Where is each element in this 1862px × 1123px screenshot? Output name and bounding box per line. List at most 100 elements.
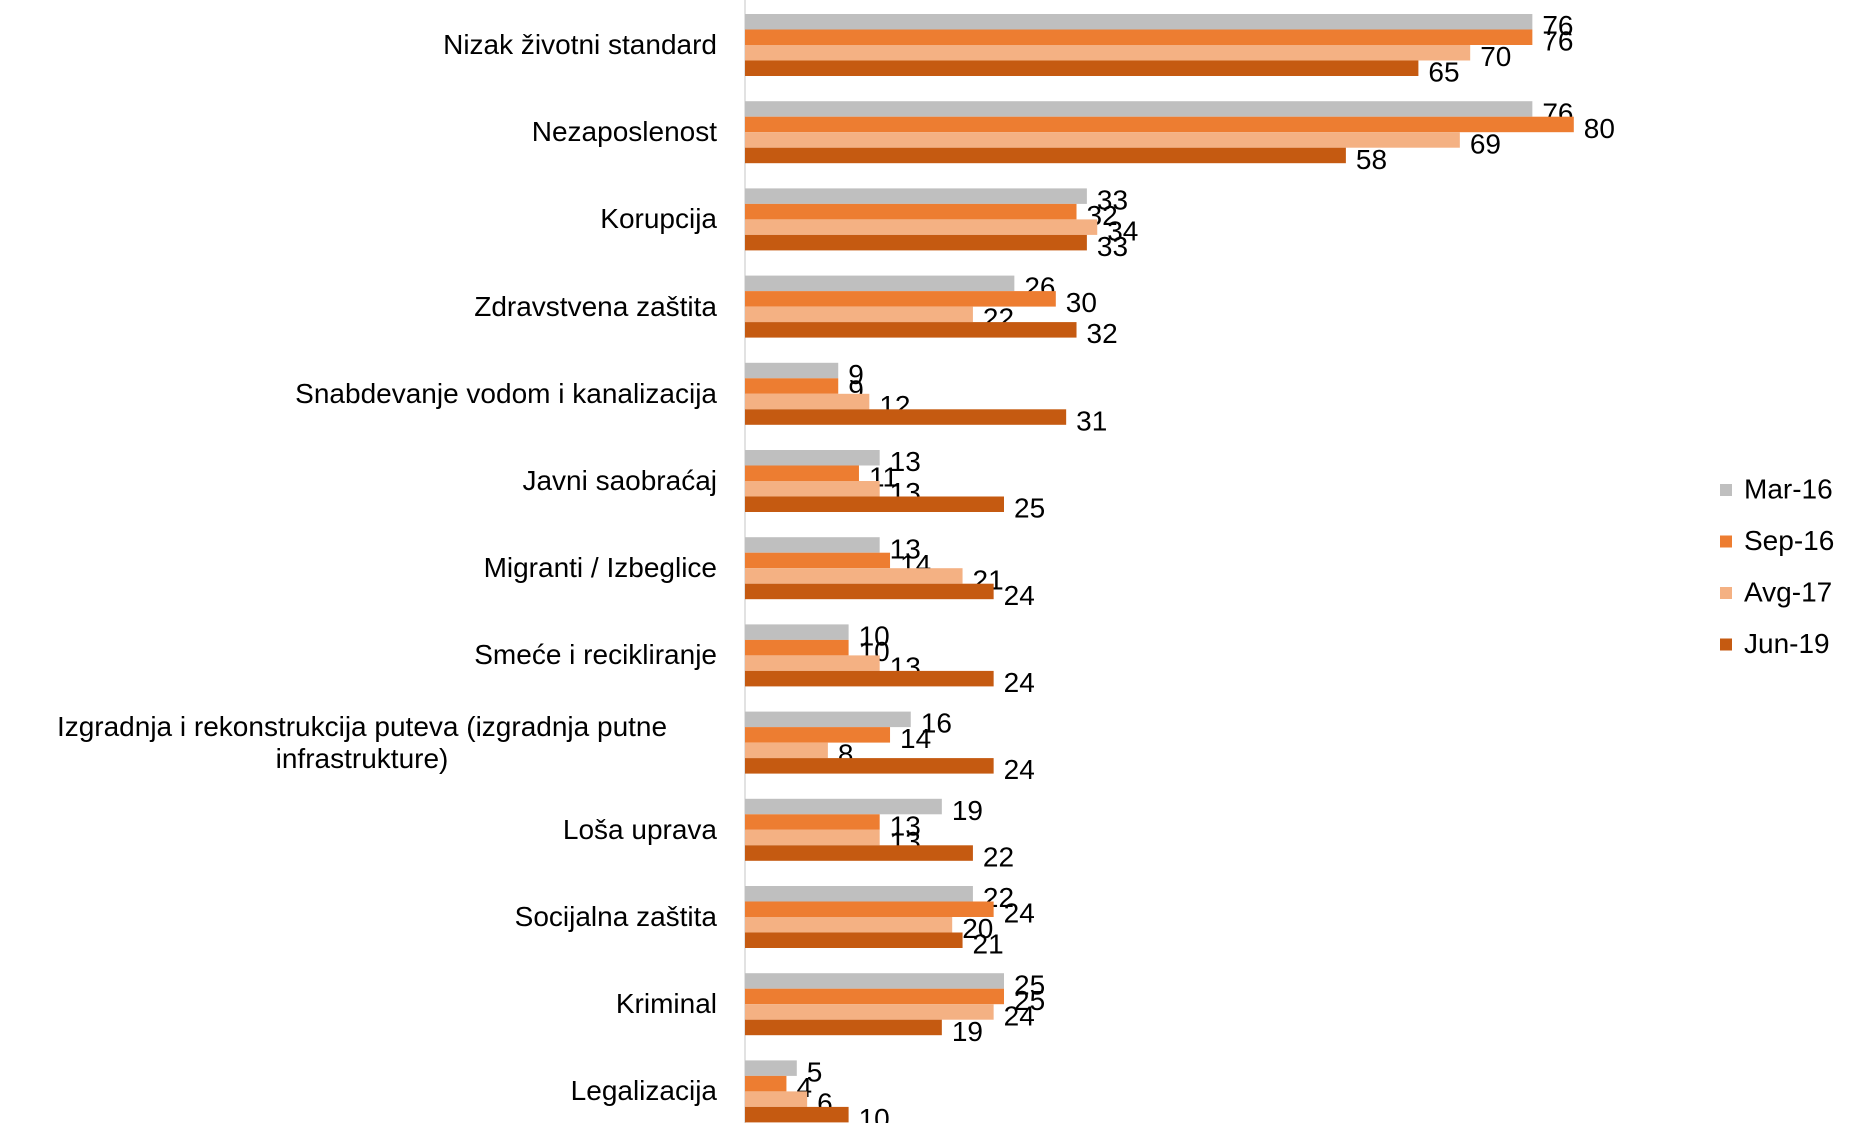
- bar: [745, 624, 849, 640]
- category-label-box: Socijalna zaštita: [7, 901, 717, 933]
- bar: [745, 101, 1533, 117]
- bar: [745, 60, 1419, 76]
- bar: [745, 932, 963, 948]
- bar: [745, 322, 1077, 338]
- bar: [745, 203, 1077, 220]
- category-label-box: Migranti / Izbeglice: [7, 552, 717, 584]
- bar: [745, 537, 880, 553]
- legend-swatch: [1720, 638, 1732, 651]
- bar: [745, 219, 1098, 235]
- value-label: 24: [1004, 667, 1035, 698]
- value-label: 30: [1066, 287, 1097, 318]
- category-label-box: Smeće i recikliranje: [7, 639, 717, 671]
- category-label-box: Zdravstvena zaštita: [7, 291, 717, 323]
- category-label: Nizak životni standard: [443, 29, 717, 60]
- value-label: 25: [1014, 969, 1045, 1000]
- category-label: Javni saobraćaj: [522, 465, 717, 496]
- bar: [745, 116, 1574, 133]
- value-label: 24: [1004, 580, 1035, 611]
- bar: [745, 973, 1004, 989]
- value-label: 24: [1004, 1000, 1035, 1031]
- value-label: 24: [1004, 754, 1035, 785]
- category-label: Korupcija: [600, 203, 717, 235]
- bar: [745, 188, 1087, 204]
- bar: [745, 583, 994, 600]
- value-label: 25: [1014, 985, 1045, 1016]
- value-label: 19: [952, 795, 983, 826]
- value-label: 13: [890, 533, 921, 564]
- category-label: Migranti / Izbeglice: [483, 552, 717, 584]
- legend-swatch: [1720, 587, 1732, 599]
- bar: [745, 362, 839, 379]
- bar: [745, 814, 880, 830]
- category-label-box: Nezaposlenost: [7, 116, 717, 148]
- bar: [745, 234, 1087, 251]
- bar: [745, 450, 880, 466]
- bar: [745, 45, 1471, 61]
- bar: [745, 655, 880, 671]
- bar: [745, 275, 1015, 292]
- value-label: 9: [848, 359, 864, 390]
- bar: [745, 798, 942, 815]
- value-label: 69: [1470, 128, 1501, 159]
- category-label-box: Korupcija: [7, 203, 717, 235]
- value-label: 34: [1107, 216, 1138, 247]
- bar: [745, 147, 1346, 164]
- value-label: 22: [983, 841, 1014, 872]
- bar: [745, 496, 1004, 512]
- category-label: Legalizacija: [570, 1075, 717, 1107]
- bar: [745, 1106, 849, 1123]
- legend-label: Jun-19: [1744, 628, 1830, 659]
- bar: [745, 886, 973, 902]
- category-label-box: Snabdevanje vodom i kanalizacija: [7, 378, 717, 410]
- value-label: 25: [1014, 493, 1045, 524]
- bar: [745, 1019, 942, 1036]
- bar: [745, 1004, 994, 1020]
- bar: [745, 1075, 787, 1092]
- category-label: Nezaposlenost: [531, 116, 717, 148]
- value-label: 76: [1542, 26, 1573, 57]
- category-label: Kriminal: [615, 988, 717, 1020]
- bar: [745, 568, 963, 584]
- bar: [745, 393, 870, 410]
- legend-swatch: [1720, 535, 1732, 548]
- bar: [745, 639, 849, 656]
- value-label: 70: [1480, 41, 1511, 72]
- category-label: Snabdevanje vodom i kanalizacija: [295, 377, 717, 409]
- legend-label: Mar-16: [1744, 473, 1833, 504]
- bar: [745, 670, 994, 687]
- category-label: Loša uprava: [562, 813, 717, 845]
- bar: [745, 901, 994, 917]
- category-label: Socijalna zaštita: [514, 901, 717, 932]
- bar: [745, 758, 994, 774]
- bar: [745, 1091, 808, 1107]
- bar: [745, 742, 828, 759]
- bar: [745, 1060, 797, 1076]
- value-label: 33: [1097, 185, 1128, 216]
- bar: [745, 988, 1004, 1005]
- legend-swatch: [1720, 484, 1732, 496]
- value-label: 5: [807, 1057, 823, 1088]
- value-label: 16: [921, 708, 952, 739]
- bar: [745, 29, 1533, 45]
- legend-label: Sep-16: [1744, 525, 1834, 556]
- bar: [745, 409, 1067, 425]
- category-label-box: Javni saobraćaj: [7, 465, 717, 497]
- value-label: 80: [1584, 113, 1615, 144]
- bar: [745, 14, 1533, 30]
- bar: [745, 552, 891, 569]
- bar: [745, 306, 973, 323]
- category-label-box: Kriminal: [7, 988, 717, 1020]
- value-label: 21: [973, 929, 1004, 960]
- value-label: 13: [890, 446, 921, 477]
- bar: [745, 727, 891, 743]
- value-label: 32: [1087, 318, 1118, 349]
- category-label-box: Nizak životni standard: [7, 29, 717, 61]
- category-label: Zdravstvena zaštita: [474, 290, 717, 322]
- bar: [745, 481, 880, 497]
- value-label: 65: [1428, 57, 1459, 88]
- category-label-box: Izgradnja i rekonstrukcija puteva (izgra…: [7, 711, 717, 775]
- value-label: 10: [859, 621, 890, 652]
